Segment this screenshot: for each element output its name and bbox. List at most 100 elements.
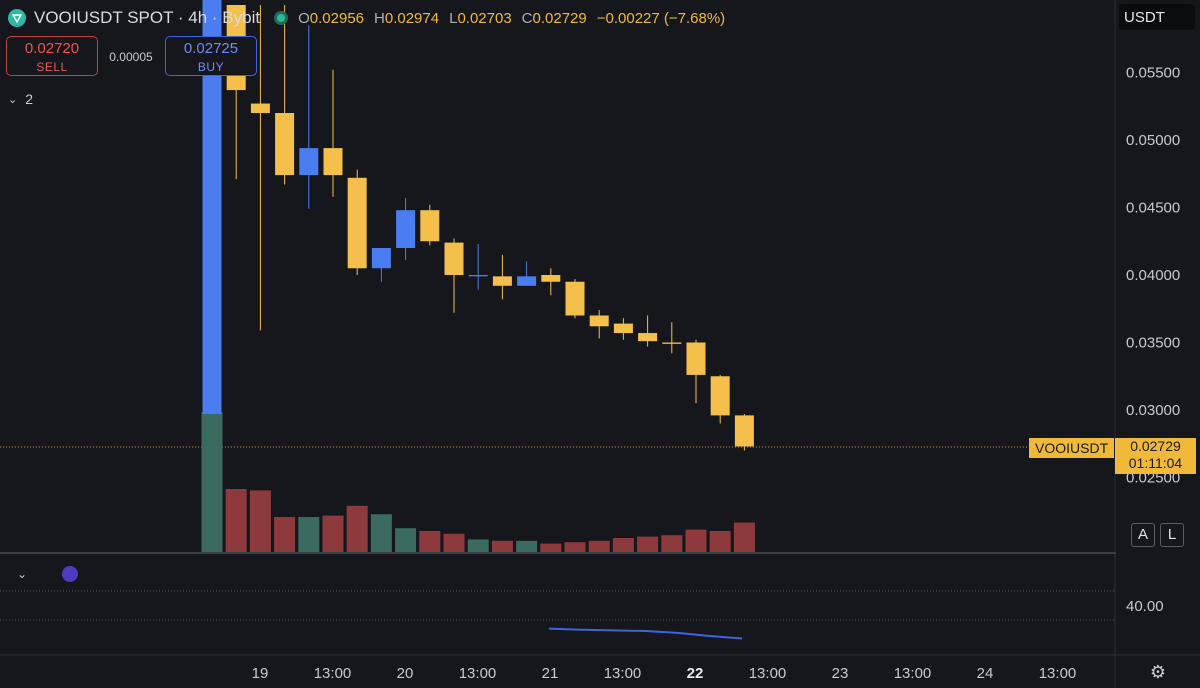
y-tick-label: 0.04000 [1126,267,1180,284]
volume-bar [540,543,562,552]
x-tick-label: 20 [397,665,414,682]
candle-body [468,275,488,277]
x-tick-label: 13:00 [749,665,787,682]
chart-header: VOOIUSDT SPOT · 4h · Bybit O 0.02956 H 0.0… [8,6,735,30]
settings-icon[interactable]: ⚙ [1149,662,1167,682]
x-tick-label: 13:00 [894,665,932,682]
symbol-title[interactable]: VOOIUSDT SPOT · 4h · Bybit [34,8,261,27]
volume-bar [249,490,271,552]
close-value: 0.02729 [532,9,587,27]
x-tick-label: 13:00 [1039,665,1077,682]
volume-bar [467,539,489,552]
candle [492,254,512,300]
candle [710,374,730,424]
candle [275,5,295,185]
candle-body [589,315,609,327]
volume-bar [491,540,513,552]
low-key: L [449,9,458,27]
candle [299,25,319,209]
indicators-toggle[interactable]: ⌄ 2 [8,88,33,110]
candle [662,322,682,354]
candle [734,414,754,451]
oscillator-line [548,627,743,640]
volume-bar [661,535,683,552]
candle [420,204,440,246]
y-tick-label: 0.05500 [1126,65,1180,82]
close-key: C [521,9,533,27]
candle [371,248,391,282]
volume-bar [733,522,755,552]
volume-bar [685,529,707,552]
volume-bar [564,542,586,552]
candle-body [396,210,416,248]
x-tick-label: 13:00 [604,665,642,682]
y-tick-label: 0.03500 [1126,335,1180,352]
pane-collapse-button[interactable]: ⌄ [16,567,28,581]
y-tick-label: 0.04500 [1126,200,1180,217]
candle-body [638,333,658,342]
volume-bar [322,515,344,552]
candle-body [250,103,270,113]
volume-bar [612,538,634,552]
candle [541,268,561,296]
volume-bar [201,412,223,552]
candle-body [275,113,295,176]
candle-body [517,276,537,286]
candle [613,318,633,340]
candle-body [202,0,222,415]
candle-body [299,148,319,176]
high-key: H [374,9,385,27]
candle [347,169,367,275]
sell-button[interactable]: 0.02720 SELL [6,36,98,76]
last-price-symbol: VOOIUSDT [1029,438,1115,458]
x-tick-label: 21 [542,665,559,682]
candle-body [662,342,682,344]
buy-label: BUY [197,60,225,74]
x-tick-label: 13:00 [314,665,352,682]
volume-bar [709,531,731,552]
candle [323,69,343,197]
candle-body [734,415,754,447]
y-tick-label: 0.03000 [1126,402,1180,419]
volume-bar [225,489,247,552]
x-tick-label: 22 [687,665,704,682]
x-tick-label: 23 [832,665,849,682]
sell-label: SELL [36,60,68,74]
x-tick-label: 19 [252,665,269,682]
buy-button[interactable]: 0.02725 BUY [165,36,257,76]
candle-body [323,148,343,176]
volume-bar [274,517,296,552]
last-price-value: 0.02729 [1130,438,1181,454]
volume-bar [395,528,417,552]
indicator-icon[interactable] [62,566,78,582]
log-scale-button[interactable]: L [1160,523,1184,547]
x-tick-label: 24 [977,665,994,682]
candle [517,261,537,286]
candle-body [565,281,585,316]
candle-body [613,323,633,334]
candle [396,198,416,261]
osc-y-tick-label: 40.00 [1126,598,1164,615]
last-price-label: 0.02729 01:11:04 [1115,438,1196,474]
low-value: 0.02703 [457,9,512,27]
candle [589,310,609,339]
candle [638,315,658,347]
indicators-count: 2 [25,91,34,107]
volume-bar [370,514,392,552]
sell-price: 0.02720 [24,40,80,57]
volume-bar [298,517,320,552]
open-value: 0.02956 [309,9,365,27]
auto-scale-button[interactable]: A [1131,523,1155,547]
change-value: −0.00227 (−7.68%) [596,9,726,27]
volume-bar [346,505,368,552]
candle-body [686,342,706,375]
currency-label: USDT [1124,8,1165,26]
volume-bar [637,536,659,552]
open-key: O [298,9,310,27]
candle [686,339,706,404]
currency-selector[interactable]: USDT [1119,4,1195,30]
candle-body [347,177,367,269]
candle [565,279,585,319]
